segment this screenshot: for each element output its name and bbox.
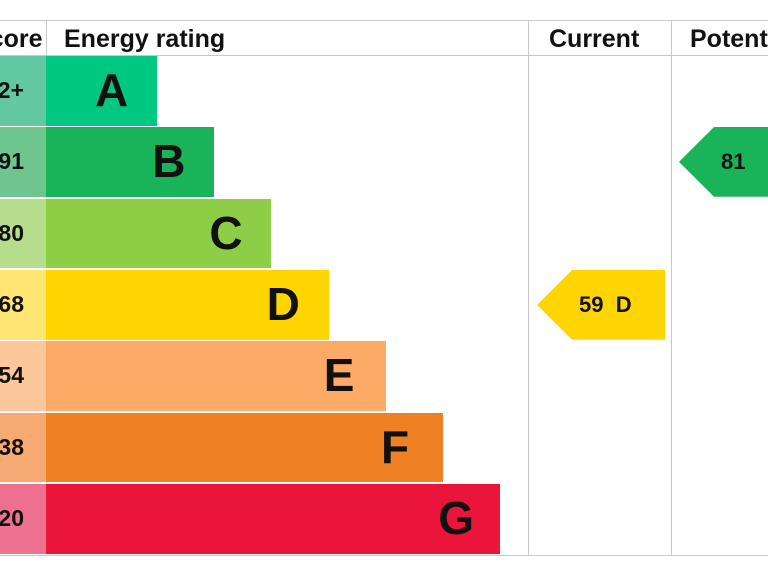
band-bar-g xyxy=(46,483,501,554)
score-cell-a xyxy=(0,56,46,126)
header-score: Score xyxy=(0,25,43,53)
score-range-f: 21-38 xyxy=(0,433,24,460)
score-range-e: 39-54 xyxy=(0,362,24,389)
score-cell-d xyxy=(0,269,46,340)
score-range-d: 55-68 xyxy=(0,290,24,317)
score-cell-e xyxy=(0,341,46,411)
score-cell-b xyxy=(0,127,46,198)
potential-arrow-shape xyxy=(679,127,768,198)
table-bottom-border xyxy=(0,555,768,556)
band-bar-b xyxy=(46,127,215,198)
current-rating-arrow xyxy=(537,269,665,340)
column-divider xyxy=(46,20,47,56)
current-arrow-shape xyxy=(537,269,665,340)
band-bar-c xyxy=(46,198,272,269)
score-range-a: 92+ xyxy=(0,77,24,103)
score-range-c: 69-80 xyxy=(0,219,24,246)
score-cell-f xyxy=(0,412,46,483)
band-letter-g: G xyxy=(438,491,474,544)
header-potential: Potential xyxy=(690,25,768,53)
score-range-g: 1-20 xyxy=(0,504,24,531)
band-bar-f xyxy=(46,412,443,483)
band-letter-f: F xyxy=(381,420,410,473)
score-cell-c xyxy=(0,198,46,269)
header-energy-rating: Energy rating xyxy=(64,25,226,53)
band-bar-d xyxy=(46,269,329,340)
current-rating-label: 59 D xyxy=(579,291,632,317)
band-letter-b: B xyxy=(152,135,186,188)
potential-rating-arrow xyxy=(679,127,768,198)
column-divider xyxy=(528,20,529,556)
column-divider xyxy=(671,20,672,556)
header-current: Current xyxy=(549,25,640,53)
score-range-b: 81-91 xyxy=(0,148,24,175)
band-letter-e: E xyxy=(323,349,355,402)
band-letter-c: C xyxy=(209,206,243,259)
table-top-border xyxy=(0,20,768,21)
potential-rating-label: 81 xyxy=(721,149,746,175)
band-letter-d: D xyxy=(266,277,300,330)
band-bar-a xyxy=(46,56,157,126)
band-letter-a: A xyxy=(95,64,129,116)
band-bar-e xyxy=(46,341,386,411)
header-divider xyxy=(0,55,768,56)
score-cell-g xyxy=(0,483,46,554)
